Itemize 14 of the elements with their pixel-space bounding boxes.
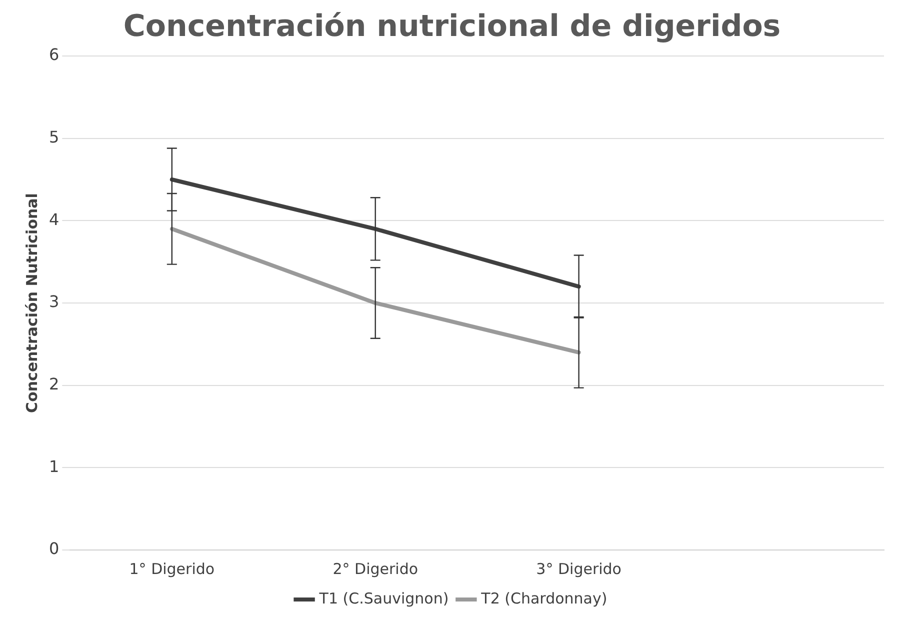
y-tick-label: 3 bbox=[48, 292, 60, 312]
legend-label: T2 (Chardonnay) bbox=[480, 589, 608, 608]
legend-label: T1 (C.Sauvignon) bbox=[318, 589, 449, 608]
chart-title: Concentración nutricional de digeridos bbox=[123, 8, 781, 44]
x-tick-label: 1° Digerido bbox=[129, 560, 215, 578]
y-tick-label: 4 bbox=[48, 210, 60, 229]
x-tick-label: 3° Digerido bbox=[536, 560, 622, 578]
y-tick-label: 0 bbox=[48, 539, 60, 558]
y-axis-title: Concentración Nutricional bbox=[22, 193, 41, 413]
y-tick-label: 6 bbox=[48, 45, 60, 64]
y-tick-label: 1 bbox=[48, 456, 60, 476]
y-tick-label: 2 bbox=[48, 374, 60, 394]
y-tick-label: 5 bbox=[48, 127, 60, 146]
x-tick-label: 2° Digerido bbox=[332, 560, 418, 578]
